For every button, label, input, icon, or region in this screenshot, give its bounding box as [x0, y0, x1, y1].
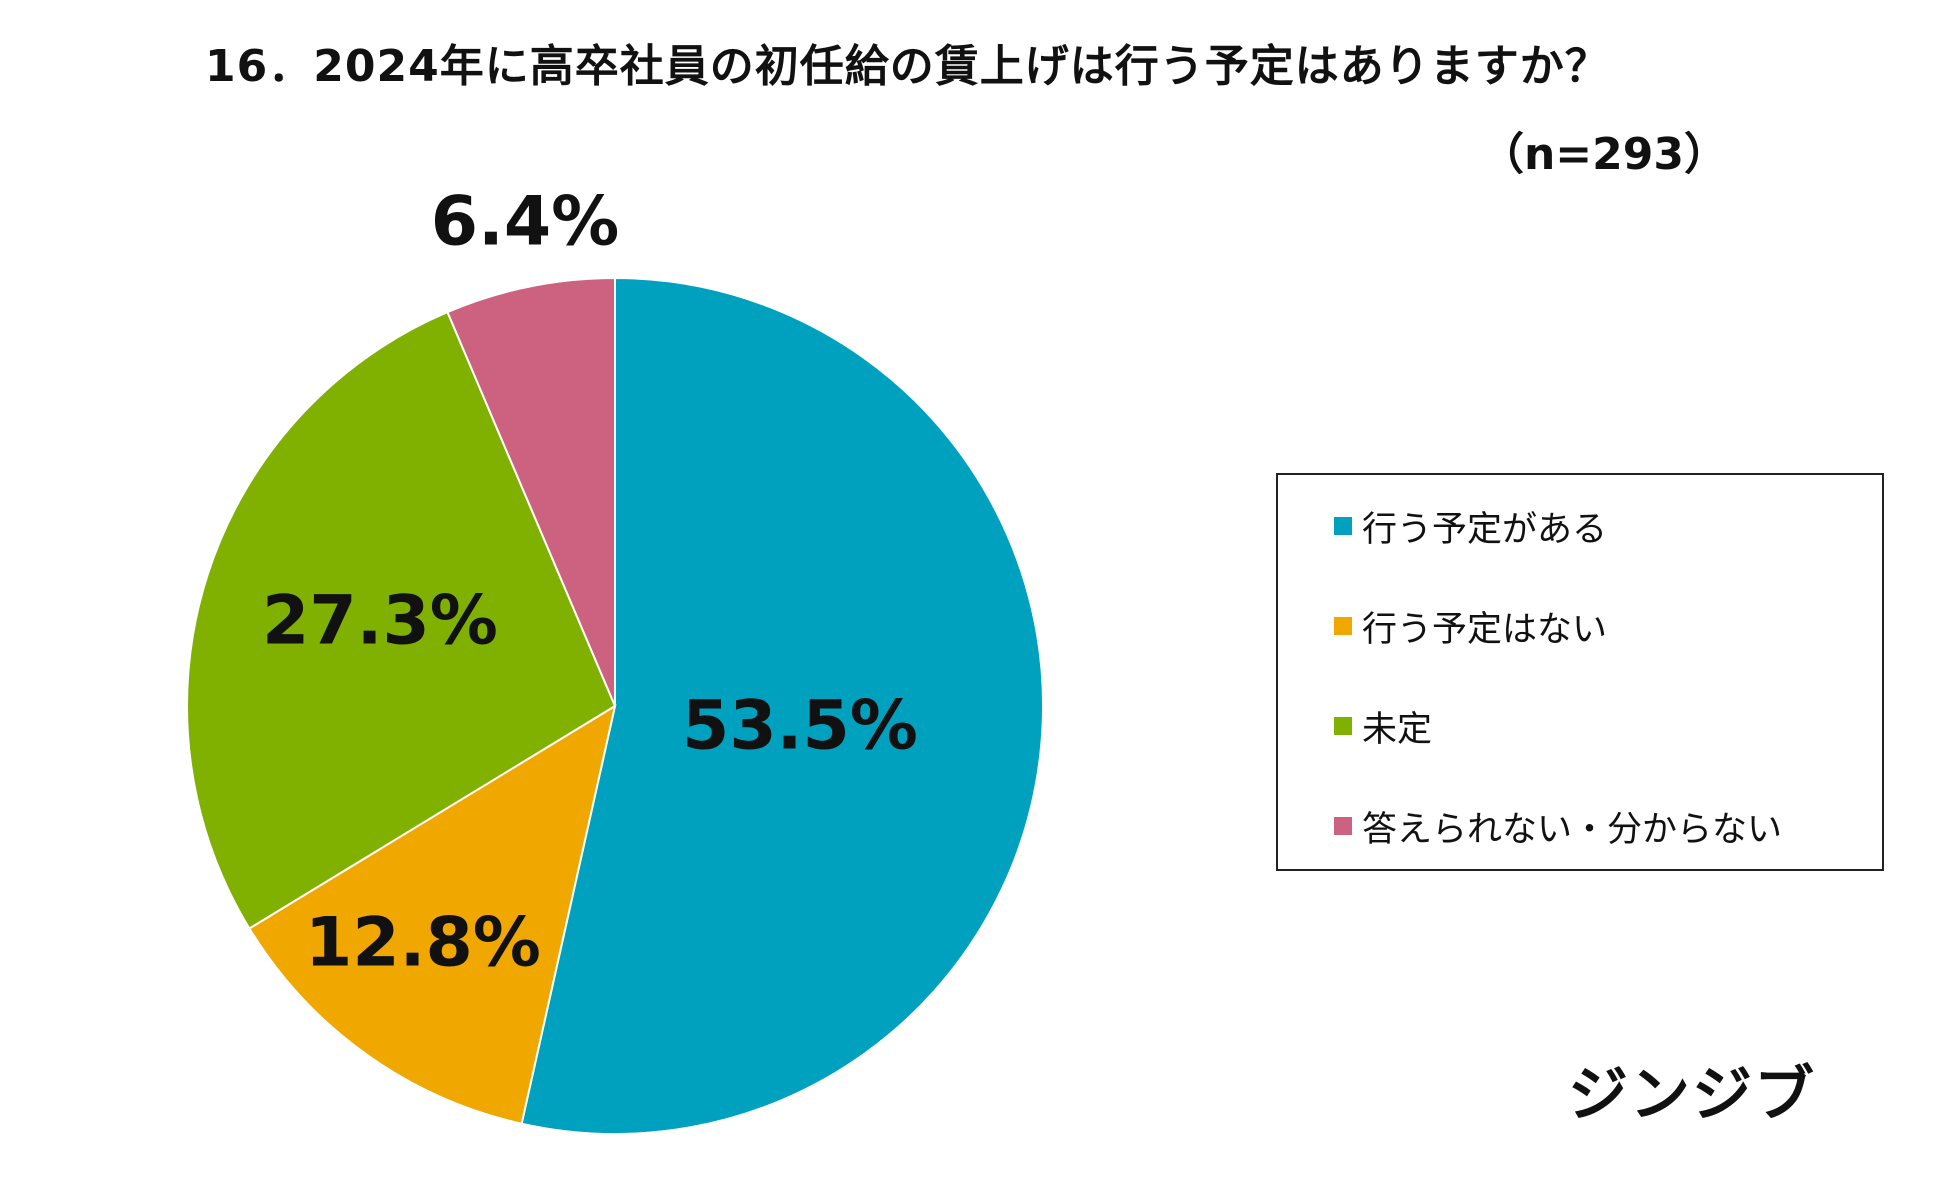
legend: 行う予定がある 行う予定はない 未定 答えられない・分からない [1276, 473, 1884, 871]
legend-swatch-plan-yes [1334, 517, 1352, 535]
pie-slice-undecided [186, 310, 617, 930]
legend-label-unknown: 答えられない・分からない [1362, 809, 1783, 850]
legend-item-plan-no: 行う予定はない [1334, 604, 1607, 650]
pie-slice-unknown [446, 276, 616, 707]
pie-label-unknown: 6.4% [431, 183, 620, 262]
legend-swatch-plan-no [1334, 617, 1352, 635]
sample-size: （n=293） [1479, 129, 1728, 180]
legend-swatch-undecided [1334, 717, 1352, 735]
legend-swatch-unknown [1334, 817, 1352, 835]
pie-slice-plan-no [247, 703, 617, 1125]
legend-item-undecided: 未定 [1334, 704, 1432, 750]
pie-label-undecided: 27.3% [262, 582, 498, 661]
legend-label-plan-yes: 行う予定がある [1362, 509, 1608, 550]
pie-slice-plan-yes [520, 276, 1044, 1135]
brand-logo: ジンジブ [1568, 1060, 1816, 1130]
pie-label-plan-no: 12.8% [305, 904, 541, 983]
legend-item-unknown: 答えられない・分からない [1334, 804, 1782, 850]
legend-label-plan-no: 行う予定はない [1362, 609, 1608, 650]
chart-title: 16．2024年に高卒社員の初任給の賃上げは行う予定はありますか？ [205, 41, 1610, 92]
legend-label-undecided: 未定 [1362, 709, 1433, 750]
pie-label-plan-yes: 53.5% [682, 687, 918, 766]
legend-item-plan-yes: 行う予定がある [1334, 504, 1607, 550]
